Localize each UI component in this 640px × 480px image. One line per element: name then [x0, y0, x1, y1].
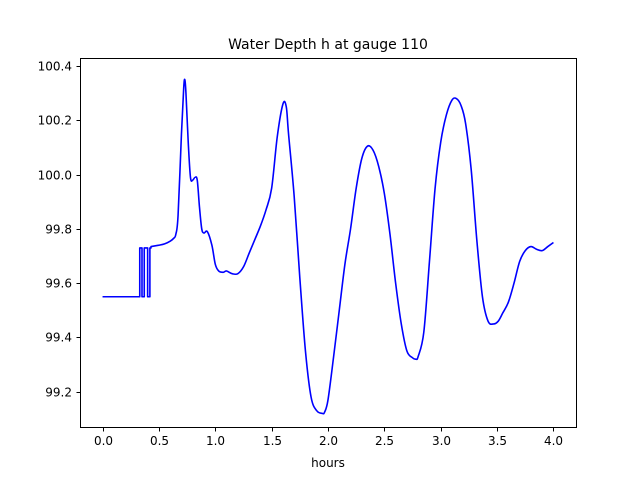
x-tick-label: 2.0 [319, 434, 338, 448]
x-tick-label: 0.5 [150, 434, 169, 448]
y-tick-label: 100.2 [38, 114, 72, 128]
x-tick-label: 2.5 [375, 434, 394, 448]
chart-title: Water Depth h at gauge 110 [228, 37, 428, 53]
y-tick-label: 100.4 [38, 60, 72, 74]
x-tick-label: 1.0 [206, 434, 225, 448]
y-tick-label: 100.0 [38, 169, 72, 183]
y-axis: 99.2 99.4 99.6 99.8 100.0 100.2 100.4 [38, 60, 81, 400]
x-tick-label: 1.5 [263, 434, 282, 448]
y-tick-label: 99.6 [45, 277, 72, 291]
x-tick-label: 0.0 [94, 434, 113, 448]
x-axis: 0.0 0.5 1.0 1.5 2.0 2.5 3.0 3.5 4.0 [94, 427, 563, 448]
plot-area [80, 58, 576, 427]
y-tick-label: 99.2 [45, 386, 72, 400]
x-tick-label: 3.5 [488, 434, 507, 448]
series-line [102, 78, 554, 415]
x-tick-label: 3.0 [432, 434, 451, 448]
x-tick-label: 4.0 [544, 434, 563, 448]
y-tick-label: 99.8 [45, 223, 72, 237]
series-layer [102, 78, 554, 415]
y-tick-label: 99.4 [45, 331, 72, 345]
x-axis-label: hours [311, 456, 345, 470]
